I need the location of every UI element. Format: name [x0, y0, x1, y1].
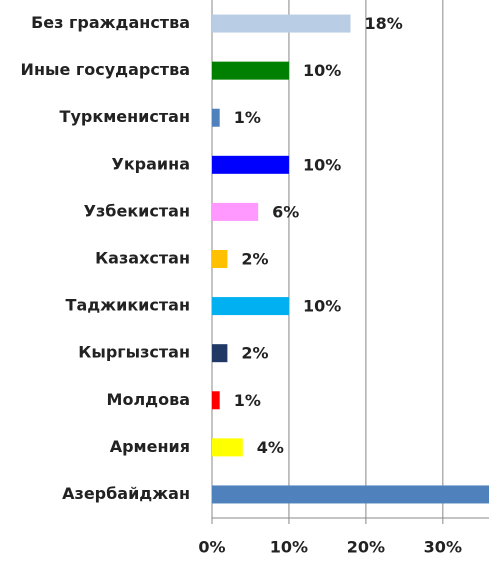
bar [212, 202, 259, 221]
y-tick-label: Азербайджан [62, 484, 190, 503]
y-tick-label: Без гражданства [31, 13, 190, 32]
bar [212, 391, 220, 410]
value-label: 4% [257, 438, 284, 457]
y-tick-label: Армения [110, 437, 190, 456]
value-label: 1% [234, 108, 261, 127]
bar [212, 108, 220, 127]
bar [212, 61, 289, 80]
value-label: 10% [303, 297, 341, 316]
value-label: 2% [241, 250, 268, 269]
x-tick-label: 0% [198, 538, 225, 557]
value-label: 2% [241, 344, 268, 363]
value-label: 10% [303, 61, 341, 80]
x-tick-label: 20% [347, 538, 385, 557]
bar [212, 250, 228, 268]
bar [212, 344, 228, 363]
y-tick-label: Туркменистан [60, 107, 190, 126]
y-tick-label: Молдова [107, 390, 190, 409]
bar [212, 297, 289, 316]
bar [212, 438, 243, 457]
bar [212, 155, 289, 174]
value-label: 6% [272, 202, 299, 221]
y-tick-label: Украина [111, 154, 190, 173]
y-tick-label: Кыргызстан [78, 343, 190, 362]
x-tick-label: 10% [270, 538, 308, 557]
value-label: 1% [234, 391, 261, 410]
y-tick-label: Таджикистан [66, 296, 190, 315]
y-tick-label: Иные государства [21, 60, 190, 79]
bar [212, 14, 351, 33]
y-tick-label: Узбекистан [84, 201, 190, 220]
bar [212, 485, 489, 504]
x-tick-label: 30% [424, 538, 462, 557]
value-label: 18% [365, 14, 403, 33]
y-tick-label: Казахстан [95, 249, 190, 268]
value-label: 10% [303, 155, 341, 174]
